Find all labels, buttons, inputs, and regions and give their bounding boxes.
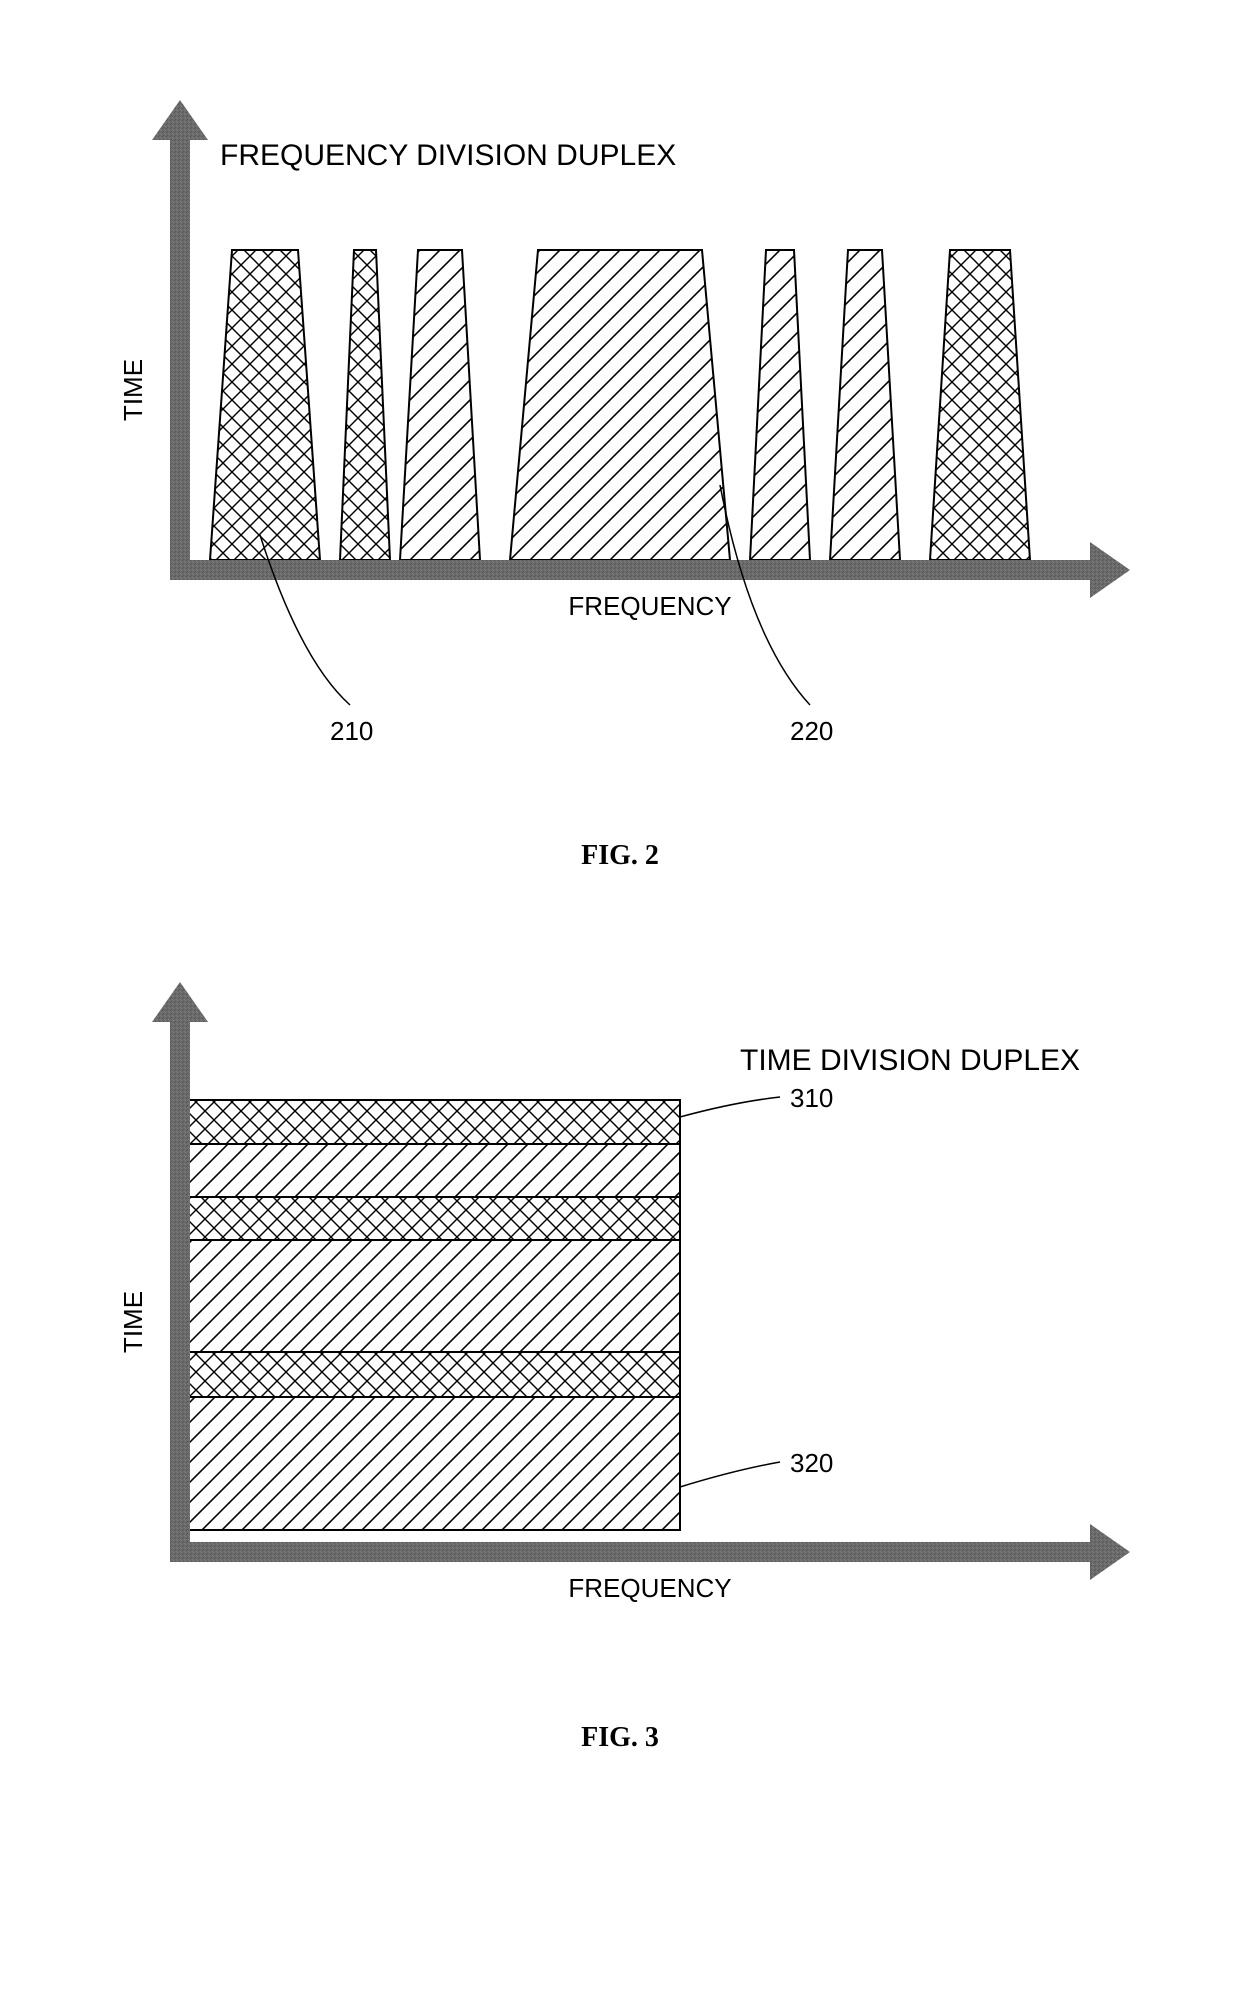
svg-text:FREQUENCY DIVISION DUPLEX: FREQUENCY DIVISION DUPLEX: [220, 139, 676, 172]
svg-text:TIME DIVISION DUPLEX: TIME DIVISION DUPLEX: [740, 1044, 1080, 1077]
svg-text:FREQUENCY: FREQUENCY: [568, 1573, 731, 1603]
svg-text:TIME: TIME: [118, 1291, 148, 1353]
svg-text:320: 320: [790, 1448, 833, 1478]
svg-text:210: 210: [330, 716, 373, 746]
svg-text:TIME: TIME: [118, 359, 148, 421]
svg-text:220: 220: [790, 716, 833, 746]
figure-2-caption: FIG. 2: [70, 840, 1170, 872]
svg-text:310: 310: [790, 1083, 833, 1113]
figure-2-svg: TIME FREQUENCY FREQUENCY DIVISION DUPLEX 21…: [70, 40, 1170, 820]
svg-text:FREQUENCY: FREQUENCY: [568, 591, 731, 621]
figure-3-caption: FIG. 3: [70, 1722, 1170, 1754]
figure-2: TIME FREQUENCY FREQUENCY DIVISION DUPLEX 21…: [70, 40, 1170, 872]
figure-3-svg: TIME FREQUENCY TIME DIVISION DUPLEX 310 320: [70, 922, 1170, 1702]
figure-3: TIMEFREQUENCYTIME DIVISION DUPLEX310320 …: [70, 922, 1170, 1754]
